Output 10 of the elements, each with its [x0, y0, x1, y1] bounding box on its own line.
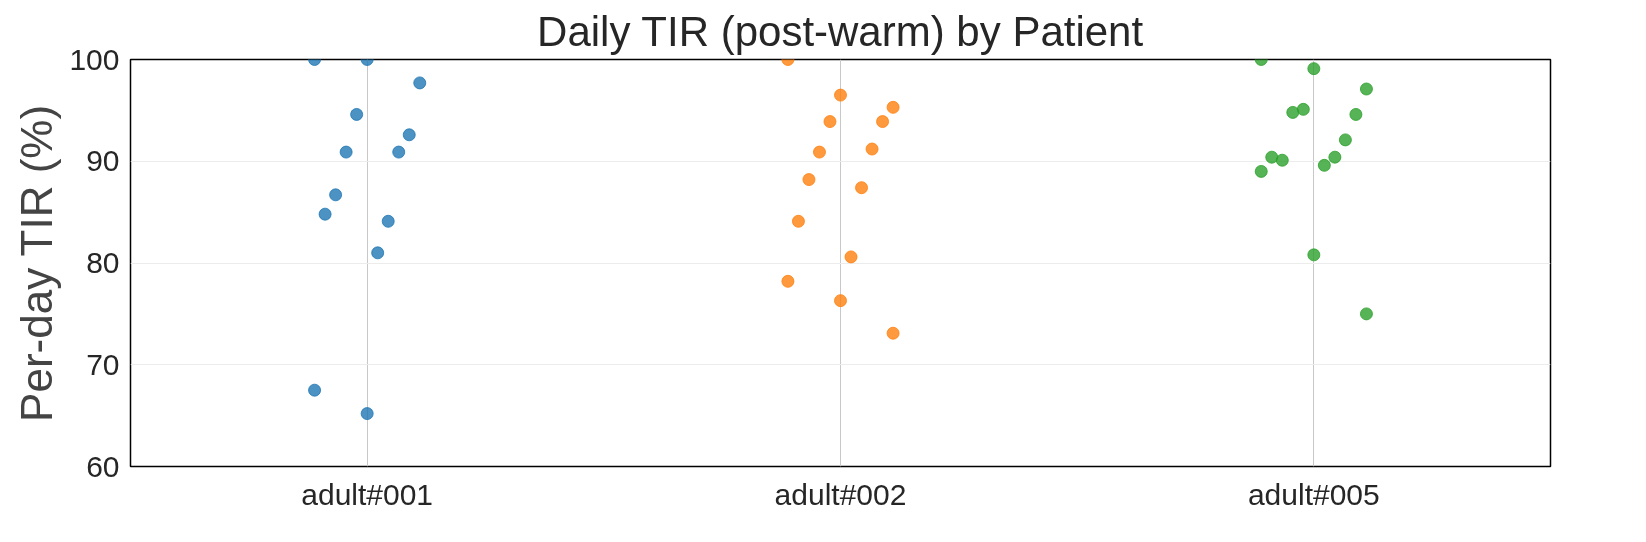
x-tick-label: adult#005	[1247, 477, 1380, 511]
y-tick-label: 80	[86, 246, 120, 279]
y-axis-title: Per-day TIR (%)	[12, 104, 62, 422]
x-tick-label: adult#002	[774, 477, 907, 511]
y-tick-label: 60	[86, 449, 120, 483]
y-tick-label: 100	[69, 42, 120, 76]
y-tick-label: 70	[86, 347, 120, 381]
y-tick-label: 90	[86, 144, 120, 178]
chart-title: Daily TIR (post-warm) by Patient	[537, 7, 1144, 55]
x-tick-label: adult#001	[301, 477, 434, 511]
